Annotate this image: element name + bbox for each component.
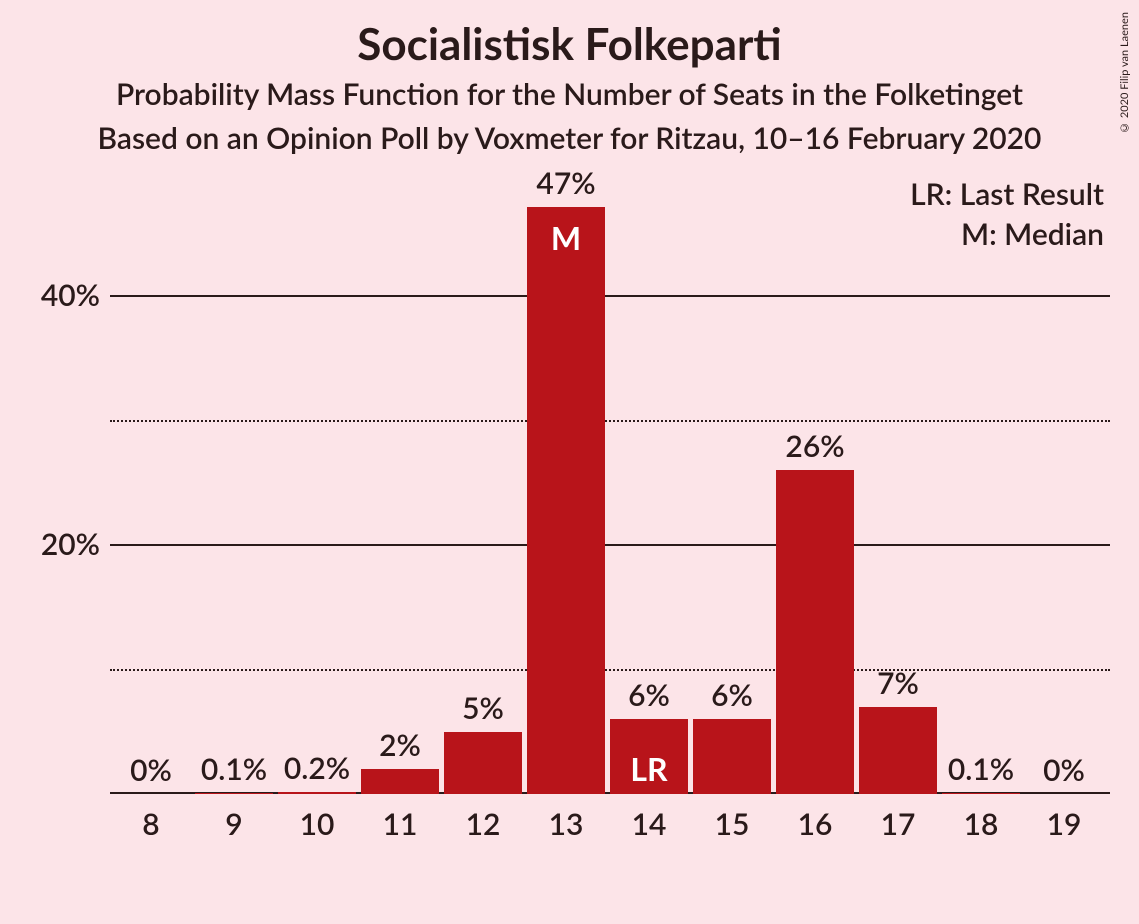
chart-title: Socialistisk Folkeparti: [0, 18, 1139, 70]
bar-value-label: 0%: [1043, 752, 1085, 788]
y-axis-label: 20%: [41, 526, 100, 562]
x-axis-label: 17: [881, 806, 916, 842]
chart-subtitle-2: Based on an Opinion Poll by Voxmeter for…: [0, 120, 1139, 156]
bar: [776, 470, 854, 794]
legend-m: M: Median: [961, 216, 1104, 252]
median-marker: M: [551, 218, 581, 257]
last-result-marker: LR: [630, 749, 667, 788]
chart-subtitle-1: Probability Mass Function for the Number…: [0, 76, 1139, 112]
x-axis-label: 8: [142, 806, 159, 842]
x-axis-label: 14: [632, 806, 667, 842]
copyright-text: © 2020 Filip van Laenen: [1118, 12, 1131, 134]
bar: [942, 793, 1020, 794]
bar-value-label: 0.1%: [948, 751, 1014, 787]
grid-major: [110, 544, 1110, 546]
grid-minor: [110, 420, 1110, 422]
bar-value-label: 47%: [536, 165, 595, 201]
grid-minor: [110, 669, 1110, 671]
x-axis-label: 12: [466, 806, 501, 842]
x-axis-label: 19: [1047, 806, 1082, 842]
x-axis-label: 16: [798, 806, 833, 842]
legend-lr: LR: Last Result: [910, 176, 1104, 212]
bar-value-label: 26%: [785, 428, 844, 464]
bar: [527, 207, 605, 794]
grid-major: [110, 295, 1110, 297]
bar-value-label: 2%: [379, 727, 421, 763]
x-axis-label: 10: [300, 806, 335, 842]
bar-value-label: 0%: [130, 752, 172, 788]
x-axis-label: 13: [549, 806, 584, 842]
x-axis-label: 11: [383, 806, 418, 842]
x-axis-label: 18: [964, 806, 999, 842]
bar: [361, 769, 439, 794]
bar: [278, 792, 356, 794]
bar-value-label: 0.1%: [201, 751, 267, 787]
bar-value-label: 6%: [711, 677, 753, 713]
bar: [693, 719, 771, 794]
plot-area: 20%40%0%80.1%90.2%102%115%1247%136%146%1…: [110, 170, 1110, 850]
x-axis-label: 9: [225, 806, 242, 842]
x-axis-label: 15: [715, 806, 750, 842]
bar: [195, 793, 273, 794]
chart-container: Socialistisk Folkeparti Probability Mass…: [0, 0, 1139, 924]
y-axis-label: 40%: [41, 277, 100, 313]
bar-value-label: 7%: [877, 665, 919, 701]
bar: [859, 707, 937, 794]
bar-value-label: 6%: [628, 677, 670, 713]
bar-value-label: 0.2%: [284, 750, 350, 786]
bar: [444, 732, 522, 794]
bar-value-label: 5%: [462, 690, 504, 726]
